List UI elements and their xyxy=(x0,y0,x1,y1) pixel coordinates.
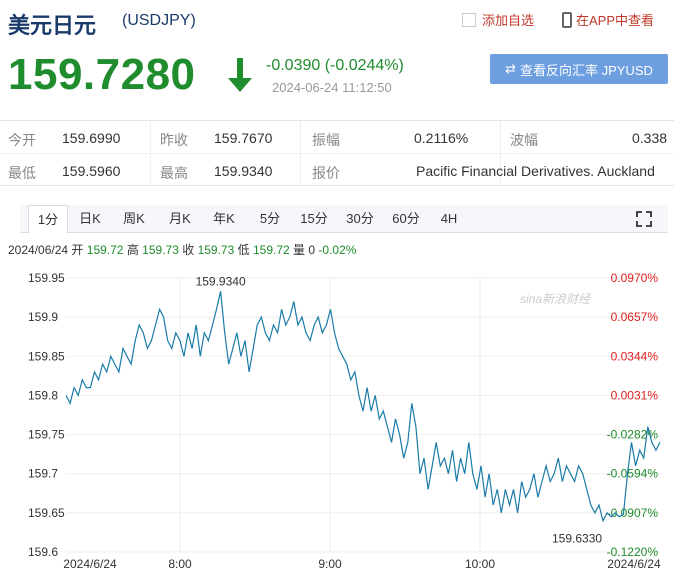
range-value: 0.338 xyxy=(632,130,668,146)
min-price-label: 159.6330 xyxy=(552,532,602,546)
pct-tick-label: -0.0907% xyxy=(607,506,659,520)
x-tick-label: 8:00 xyxy=(168,557,192,571)
currency-code: (USDJPY) xyxy=(122,12,196,29)
tab-4h[interactable]: 4H xyxy=(440,211,458,226)
quote-source-label: 报价 xyxy=(312,165,340,181)
ohlc-volume: 0 xyxy=(308,243,316,257)
page-title: 美元日元 xyxy=(8,13,97,38)
max-price-label: 159.9340 xyxy=(196,274,246,288)
ohlc-percent: -0.02% xyxy=(318,243,357,257)
y-tick-label: 159.8 xyxy=(28,388,58,402)
low-value: 159.5960 xyxy=(62,163,121,179)
price-chart: 159.95 0.0970% 159.9 0.0657% 159.85 0.0344% 15… xyxy=(28,271,661,571)
x-tick-label: 2024/6/24 xyxy=(607,557,661,571)
ohlc-low-label: 低 xyxy=(237,243,250,257)
price-line xyxy=(65,291,661,523)
ohlc-volume-label: 量 xyxy=(293,243,306,257)
reverse-rate-label: 查看反向汇率 JPYUSD xyxy=(520,62,653,78)
x-tick-label: 9:00 xyxy=(318,557,342,571)
phone-icon xyxy=(562,11,572,28)
tab-yearly[interactable]: 年K xyxy=(213,211,235,226)
y-tick-label: 159.95 xyxy=(28,271,65,285)
tab-60min[interactable]: 60分 xyxy=(392,211,420,226)
add-favorite-button[interactable]: 添加自选 xyxy=(462,10,534,29)
down-arrow-icon xyxy=(228,58,252,92)
ohlc-open-label: 开 xyxy=(71,243,84,257)
tab-5min[interactable]: 5分 xyxy=(259,211,281,226)
favorite-checkbox[interactable] xyxy=(462,12,476,27)
amplitude-label: 振幅 xyxy=(312,132,340,148)
tab-15min[interactable]: 15分 xyxy=(300,211,328,226)
current-price: 159.7280 xyxy=(8,50,196,99)
x-tick-label: 2024/6/24 xyxy=(63,557,117,571)
ohlc-close-label: 收 xyxy=(182,243,195,257)
swap-icon: ⇄ xyxy=(505,61,516,76)
pct-tick-label: -0.0282% xyxy=(607,428,659,442)
quote-time: 2024-06-24 11:12:50 xyxy=(272,80,392,95)
x-tick-label: 10:00 xyxy=(465,557,495,571)
y-tick-label: 159.85 xyxy=(28,349,65,363)
ohlc-date: 2024/06/24 xyxy=(8,243,69,257)
pct-tick-label: 0.0031% xyxy=(611,388,659,402)
tab-30min[interactable]: 30分 xyxy=(346,211,374,226)
open-label: 今开 xyxy=(8,132,36,148)
pct-tick-label: 0.0344% xyxy=(611,349,659,363)
pct-tick-label: -0.1220% xyxy=(607,545,659,559)
reverse-rate-button[interactable]: ⇄ 查看反向汇率 JPYUSD xyxy=(490,54,668,84)
ohlc-high-label: 高 xyxy=(126,243,139,257)
ohlc-high: 159.73 xyxy=(142,243,179,257)
ohlc-summary: 2024/06/24 开 159.72 高 159.73 收 159.73 低 … xyxy=(8,241,356,258)
y-tick-label: 159.65 xyxy=(28,506,65,520)
y-tick-label: 159.75 xyxy=(28,428,65,442)
ohlc-close: 159.73 xyxy=(197,243,235,257)
prev-close-value: 159.7670 xyxy=(214,130,273,146)
chart-tabs: 1分 日K 周K 月K 年K 5分 15分 30分 60分 4H ⋮ xyxy=(20,205,674,234)
stats-table: 今开 159.6990 昨收 159.7670 振幅 0.2116% 波幅 0.… xyxy=(0,120,674,187)
fullscreen-icon[interactable] xyxy=(636,211,652,227)
high-label: 最高 xyxy=(160,165,188,181)
tab-1min[interactable]: 1分 xyxy=(28,205,68,234)
quote-source-value: Pacific Financial Derivatives. Auckland xyxy=(416,163,655,179)
y-tick-label: 159.9 xyxy=(28,310,58,324)
pct-tick-label: 0.0657% xyxy=(611,310,659,324)
pct-tick-label: -0.0594% xyxy=(607,467,659,481)
amplitude-value: 0.2116% xyxy=(414,130,469,146)
y-tick-label: 159.6 xyxy=(28,545,58,559)
range-label: 波幅 xyxy=(510,132,538,148)
y-tick-label: 159.7 xyxy=(28,467,58,481)
open-value: 159.6990 xyxy=(62,130,121,146)
view-in-app-label: 在APP中查看 xyxy=(576,13,655,28)
price-change: -0.0390 (-0.0244%) xyxy=(266,57,404,74)
tab-daily[interactable]: 日K xyxy=(79,211,101,226)
low-label: 最低 xyxy=(8,165,36,181)
more-options-icon[interactable]: ⋮ xyxy=(668,209,674,227)
tab-weekly[interactable]: 周K xyxy=(123,211,145,226)
tab-monthly[interactable]: 月K xyxy=(169,211,191,226)
ohlc-low: 159.72 xyxy=(252,243,290,257)
high-value: 159.9340 xyxy=(214,163,273,179)
ohlc-open: 159.72 xyxy=(86,243,124,257)
view-in-app-button[interactable]: 在APP中查看 xyxy=(562,10,654,29)
watermark-logo: sina新浪财经 xyxy=(520,292,591,306)
add-favorite-label: 添加自选 xyxy=(482,13,535,28)
pct-tick-label: 0.0970% xyxy=(611,271,659,285)
prev-close-label: 昨收 xyxy=(160,132,188,148)
